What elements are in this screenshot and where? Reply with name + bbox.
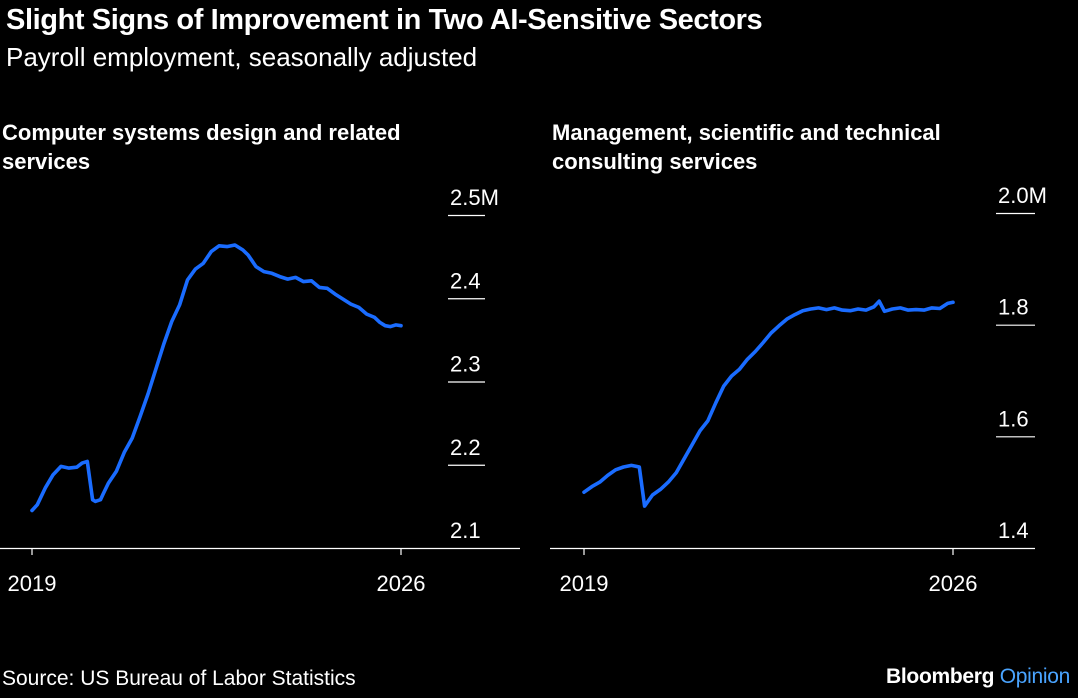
brand-main: Bloomberg <box>886 665 995 688</box>
left-y-tick-label: 2.1 <box>450 518 481 543</box>
source-note: Source: US Bureau of Labor Statistics <box>2 667 356 690</box>
left-x-tick-label: 2026 <box>377 571 426 596</box>
right-y-tick-label: 1.6 <box>998 406 1029 431</box>
right-chart-svg: 2.0M 1.8 1.6 1.4 2019 2026 <box>550 183 1047 596</box>
right-panel: Management, scientific and technical con… <box>550 0 1050 698</box>
left-y-tick-label: 2.4 <box>450 268 481 293</box>
left-panel-title-line2: services <box>2 149 91 174</box>
left-panel-title-line1: Computer systems design and related <box>2 120 401 145</box>
right-panel-title: Management, scientific and technical con… <box>552 118 941 176</box>
left-panel: Computer systems design and related serv… <box>0 0 520 698</box>
right-y-tick-label: 2.0M <box>998 183 1047 208</box>
right-x-tick-label: 2019 <box>560 571 609 596</box>
right-y-tick-label: 1.8 <box>998 295 1029 320</box>
right-series-line <box>582 299 955 508</box>
left-x-tick-label: 2019 <box>8 571 57 596</box>
left-series-line <box>30 243 403 513</box>
chart-subtitle: Payroll employment, seasonally adjusted <box>6 42 478 72</box>
chart-title: Slight Signs of Improvement in Two AI-Se… <box>6 4 763 36</box>
left-y-tick-label: 2.3 <box>450 352 481 377</box>
right-panel-title-line1: Management, scientific and technical <box>552 120 941 145</box>
right-x-tick-label: 2026 <box>929 571 978 596</box>
left-y-tick-label: 2.5M <box>450 185 499 210</box>
brand-accent: Opinion <box>999 665 1071 688</box>
left-y-tick-label: 2.2 <box>450 435 481 460</box>
left-chart-svg: 2.5M 2.4 2.3 2.2 2.1 2019 2026 <box>0 185 520 596</box>
right-panel-title-line2: consulting services <box>552 149 758 174</box>
left-panel-title: Computer systems design and related serv… <box>2 118 401 176</box>
brand-logo: Bloomberg Opinion <box>886 665 1070 689</box>
right-y-tick-label: 1.4 <box>998 518 1029 543</box>
